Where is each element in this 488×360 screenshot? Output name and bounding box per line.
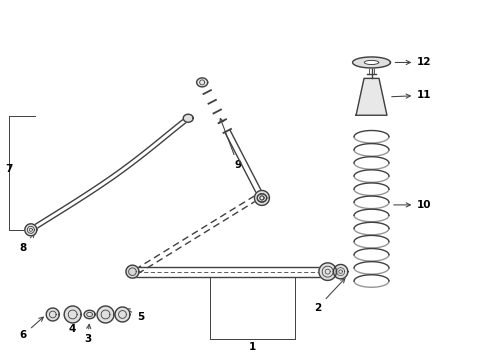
Polygon shape bbox=[257, 194, 266, 202]
Polygon shape bbox=[364, 60, 378, 64]
Polygon shape bbox=[352, 57, 389, 68]
Text: 4: 4 bbox=[69, 310, 76, 334]
Polygon shape bbox=[46, 308, 59, 321]
Polygon shape bbox=[25, 224, 37, 236]
Polygon shape bbox=[318, 263, 336, 280]
Polygon shape bbox=[97, 306, 114, 323]
Text: 12: 12 bbox=[394, 58, 431, 67]
Polygon shape bbox=[126, 265, 139, 278]
Text: 3: 3 bbox=[84, 324, 91, 345]
Text: 7: 7 bbox=[5, 164, 13, 174]
Text: 11: 11 bbox=[391, 90, 431, 100]
Polygon shape bbox=[254, 190, 269, 206]
Text: 6: 6 bbox=[19, 317, 43, 341]
Text: 2: 2 bbox=[313, 279, 344, 312]
Text: 9: 9 bbox=[220, 118, 241, 170]
Text: 10: 10 bbox=[393, 200, 431, 210]
Text: 8: 8 bbox=[19, 233, 34, 253]
Text: 1: 1 bbox=[248, 342, 255, 352]
Polygon shape bbox=[64, 306, 81, 323]
Polygon shape bbox=[196, 78, 207, 87]
Polygon shape bbox=[183, 114, 193, 122]
Polygon shape bbox=[84, 310, 95, 319]
Polygon shape bbox=[115, 307, 130, 322]
Text: 5: 5 bbox=[125, 309, 144, 323]
Polygon shape bbox=[355, 78, 386, 115]
Polygon shape bbox=[333, 265, 347, 279]
